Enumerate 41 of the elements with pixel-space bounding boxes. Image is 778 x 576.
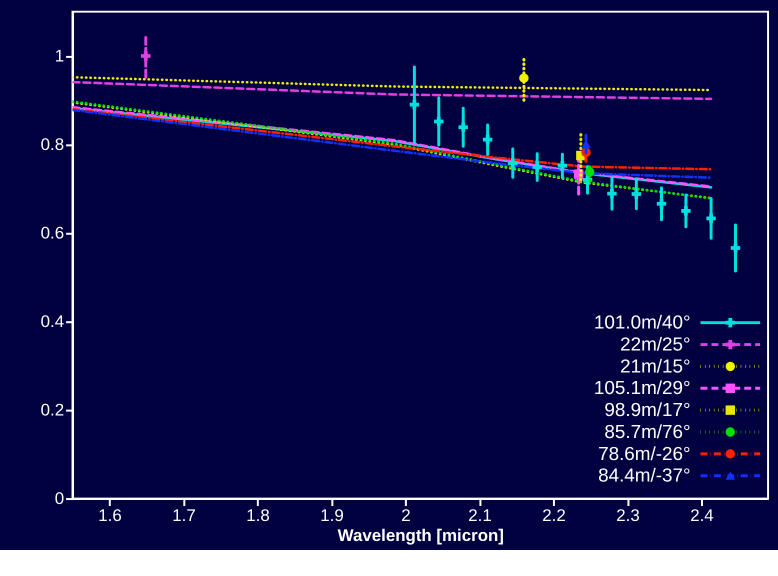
legend-label: 85.7m/76°: [604, 420, 691, 442]
point: [519, 73, 529, 83]
legend-label: 105.1m/29°: [594, 377, 691, 398]
point: [558, 161, 568, 170]
x-tick-label: 1.6: [98, 506, 122, 525]
point: [607, 188, 617, 198]
legend-label: 21m/15°: [620, 355, 691, 376]
point: [434, 116, 444, 126]
y-tick-label: 1: [54, 46, 64, 66]
point: [458, 122, 468, 132]
point: [532, 162, 542, 172]
legend-label: 84.4m/-37°: [598, 464, 691, 486]
point: [581, 140, 591, 148]
point: [482, 134, 492, 144]
legend-label: 101.0m/40°: [594, 312, 691, 333]
y-tick-label: 0: [54, 489, 64, 508]
x-tick-label: 2: [401, 506, 411, 525]
point: [585, 167, 594, 177]
point: [656, 199, 666, 208]
point: [141, 51, 150, 61]
x-axis-title: Wavelength [micron]: [338, 526, 504, 545]
point: [730, 243, 740, 253]
legend-label: 78.6m/-26°: [598, 442, 691, 464]
x-tick-label: 2.2: [542, 506, 566, 525]
x-tick-label: 2.4: [690, 506, 714, 525]
x-tick-label: 1.9: [320, 506, 344, 525]
legend-label: 98.9m/17°: [604, 399, 691, 420]
point: [508, 158, 518, 168]
y-tick-label: 0.8: [40, 134, 64, 154]
legend-label: 22m/25°: [620, 334, 691, 355]
y-tick-label: 0.4: [40, 312, 64, 331]
y-tick-label: 0.6: [40, 223, 64, 242]
point: [410, 100, 420, 110]
x-tick-label: 2.3: [616, 506, 640, 525]
x-tick-label: 1.8: [246, 506, 270, 525]
x-tick-label: 1.7: [172, 506, 196, 525]
y-tick-label: 0.2: [40, 400, 64, 420]
point: [681, 206, 691, 216]
x-tick-label: 2.1: [468, 506, 492, 525]
point: [706, 214, 716, 224]
point: [632, 189, 642, 199]
